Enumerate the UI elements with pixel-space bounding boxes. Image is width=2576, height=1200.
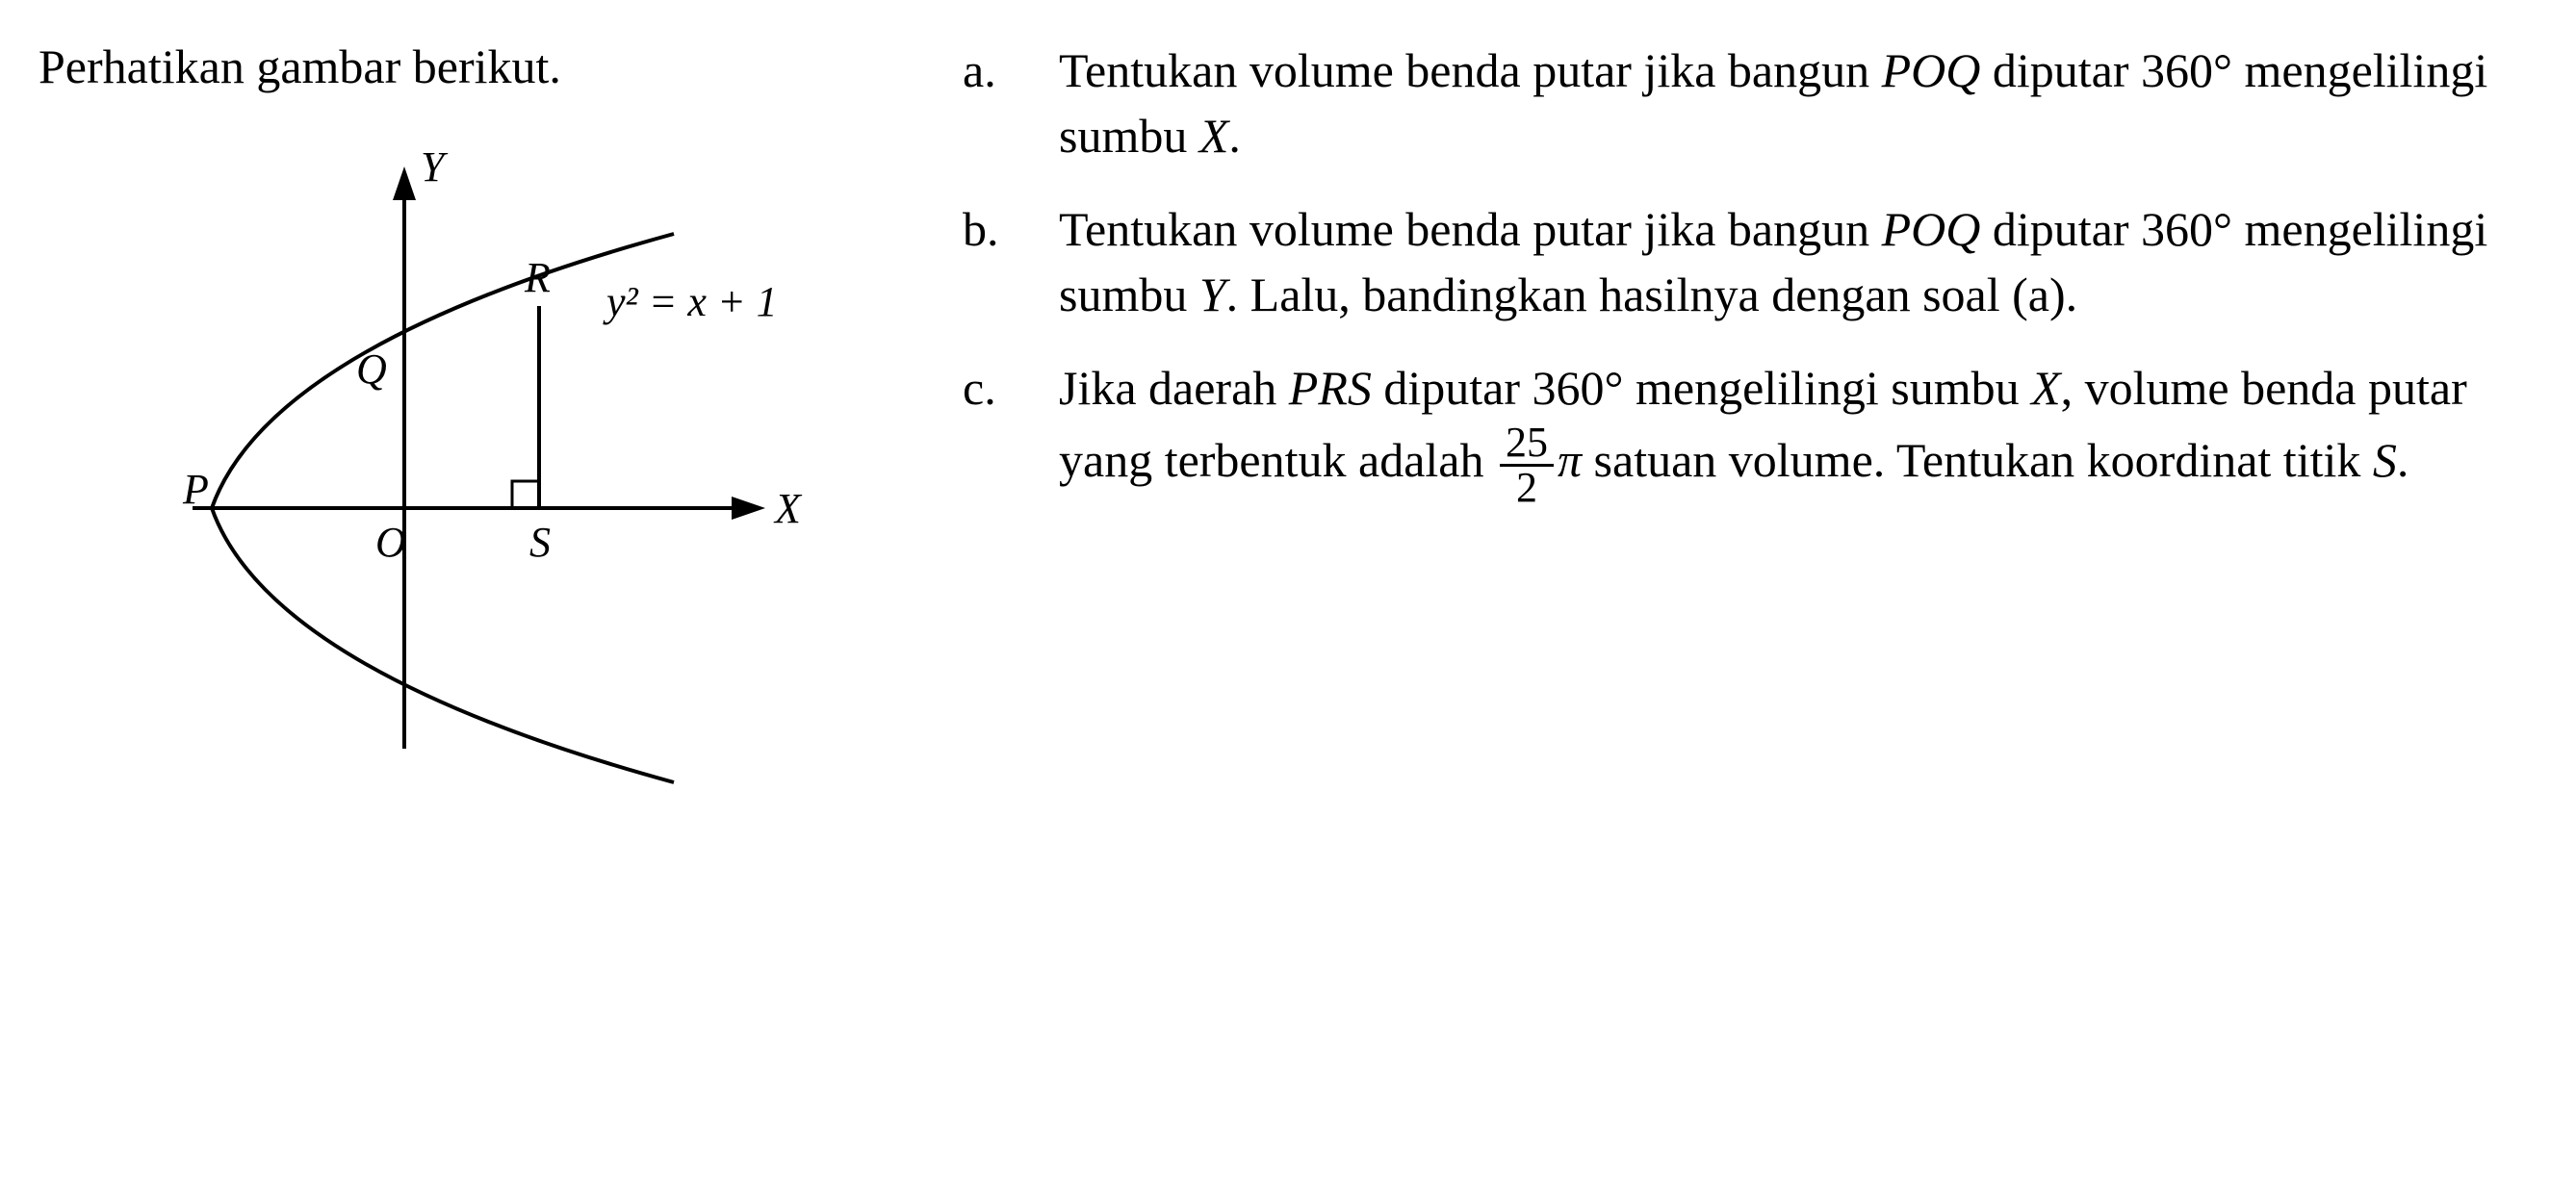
x-axis-arrow: [732, 497, 765, 520]
point-r-label: R: [524, 254, 551, 301]
question-a-text: Tentukan volume benda putar jika bangun …: [1059, 38, 2537, 168]
point-p-label: P: [182, 466, 209, 513]
question-b: b. Tentukan volume benda putar jika bang…: [963, 197, 2537, 327]
question-b-letter: b.: [963, 197, 1020, 327]
figure-container: Y X P Q R O S y² = x + 1: [39, 123, 905, 797]
parabola-figure: Y X P Q R O S y² = x + 1: [135, 123, 809, 797]
question-c: c. Jika daerah PRS diputar 360° mengelil…: [963, 356, 2537, 509]
question-c-text: Jika daerah PRS diputar 360° mengeliling…: [1059, 356, 2537, 509]
question-list: a. Tentukan volume benda putar jika bang…: [963, 38, 2537, 509]
point-q-label: Q: [356, 345, 387, 393]
question-a-letter: a.: [963, 38, 1020, 168]
question-c-letter: c.: [963, 356, 1020, 509]
y-axis-label: Y: [421, 143, 449, 191]
question-a: a. Tentukan volume benda putar jika bang…: [963, 38, 2537, 168]
equation-label: y² = x + 1: [603, 278, 778, 325]
point-s-label: S: [529, 519, 551, 566]
left-column: Perhatikan gambar berikut. Y X P Q: [39, 38, 905, 797]
intro-text: Perhatikan gambar berikut.: [39, 38, 905, 94]
question-b-text: Tentukan volume benda putar jika bangun …: [1059, 197, 2537, 327]
y-axis-arrow: [393, 166, 416, 200]
right-column: a. Tentukan volume benda putar jika bang…: [963, 38, 2537, 797]
point-o-label: O: [375, 519, 406, 566]
main-container: Perhatikan gambar berikut. Y X P Q: [39, 38, 2537, 797]
right-angle-marker: [512, 481, 539, 508]
x-axis-label: X: [773, 485, 803, 532]
